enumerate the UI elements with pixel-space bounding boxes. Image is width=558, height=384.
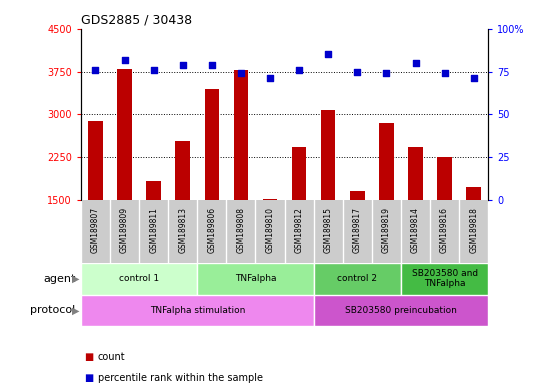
- Point: [440, 70, 449, 76]
- Text: GDS2885 / 30438: GDS2885 / 30438: [81, 13, 192, 26]
- Text: SB203580 preincubation: SB203580 preincubation: [345, 306, 457, 315]
- Text: SB203580 and
TNFalpha: SB203580 and TNFalpha: [412, 269, 478, 288]
- Text: GSM189812: GSM189812: [295, 207, 304, 253]
- Bar: [314, 295, 488, 326]
- Text: GSM189814: GSM189814: [411, 207, 420, 253]
- Point: [411, 60, 420, 66]
- Bar: [117, 69, 132, 200]
- Point: [237, 70, 246, 76]
- Text: agent: agent: [43, 274, 75, 284]
- Text: GSM189816: GSM189816: [440, 207, 449, 253]
- Point: [353, 68, 362, 74]
- Text: GSM189818: GSM189818: [469, 207, 478, 253]
- Point: [295, 67, 304, 73]
- Bar: [146, 182, 161, 200]
- Bar: [292, 147, 306, 200]
- Bar: [234, 70, 248, 200]
- Text: GSM189808: GSM189808: [237, 207, 246, 253]
- Bar: [350, 191, 364, 200]
- Text: GSM189813: GSM189813: [178, 207, 187, 253]
- Bar: [408, 147, 423, 200]
- Point: [208, 61, 217, 68]
- Point: [382, 70, 391, 76]
- Text: ▶: ▶: [72, 274, 79, 284]
- Text: control 2: control 2: [338, 274, 377, 283]
- Bar: [314, 263, 401, 295]
- Text: GSM189819: GSM189819: [382, 207, 391, 253]
- Text: percentile rank within the sample: percentile rank within the sample: [98, 373, 263, 383]
- Text: control 1: control 1: [119, 274, 159, 283]
- Bar: [81, 295, 314, 326]
- Point: [324, 51, 333, 58]
- Text: ■: ■: [84, 373, 93, 383]
- Point: [469, 75, 478, 81]
- Bar: [263, 199, 277, 200]
- Bar: [175, 141, 190, 200]
- Point: [149, 67, 158, 73]
- Text: GSM189811: GSM189811: [149, 207, 158, 253]
- Text: GSM189810: GSM189810: [266, 207, 275, 253]
- Text: GSM189815: GSM189815: [324, 207, 333, 253]
- Point: [120, 56, 129, 63]
- Point: [179, 61, 187, 68]
- Text: protocol: protocol: [30, 305, 75, 315]
- Text: count: count: [98, 352, 126, 362]
- Bar: [205, 89, 219, 200]
- Bar: [198, 263, 314, 295]
- Point: [91, 67, 100, 73]
- Bar: [379, 123, 394, 200]
- Text: GSM189806: GSM189806: [208, 207, 217, 253]
- Text: ▶: ▶: [72, 305, 79, 315]
- Bar: [81, 263, 198, 295]
- Text: GSM189809: GSM189809: [120, 207, 129, 253]
- Point: [266, 75, 275, 81]
- Text: GSM189807: GSM189807: [91, 207, 100, 253]
- Bar: [321, 110, 335, 200]
- Text: ■: ■: [84, 352, 93, 362]
- Text: GSM189817: GSM189817: [353, 207, 362, 253]
- Bar: [88, 121, 103, 200]
- Bar: [466, 187, 481, 200]
- Bar: [437, 157, 452, 200]
- Text: TNFalpha stimulation: TNFalpha stimulation: [150, 306, 245, 315]
- Text: TNFalpha: TNFalpha: [235, 274, 276, 283]
- Bar: [401, 263, 488, 295]
